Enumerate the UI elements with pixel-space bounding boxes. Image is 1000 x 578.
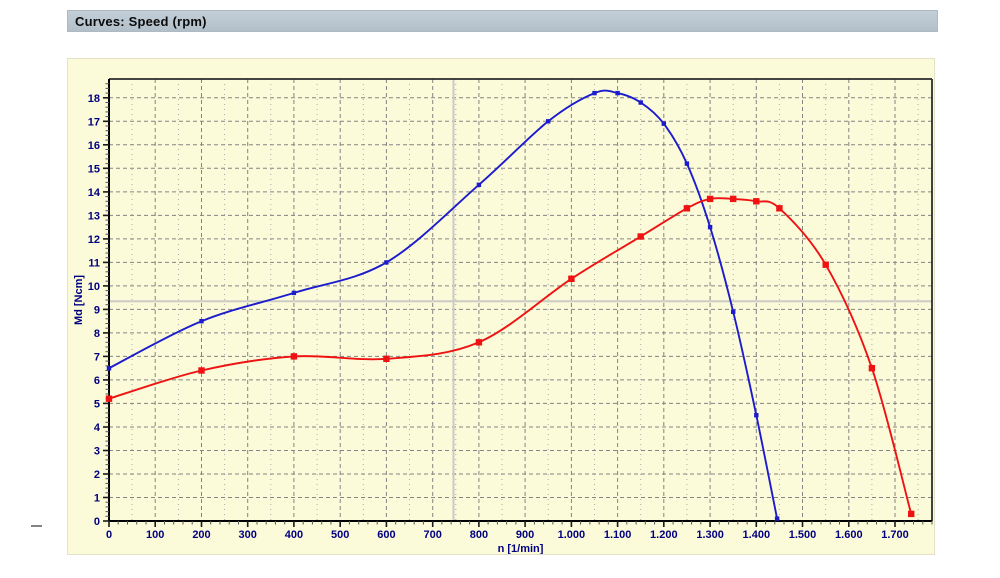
curve-blue-marker xyxy=(291,290,297,296)
curve-red-marker xyxy=(290,353,298,360)
curve-blue-marker xyxy=(684,161,690,166)
x-tick-label: 700 xyxy=(424,529,442,541)
curve-red-marker xyxy=(822,261,829,268)
curve-red-marker xyxy=(868,365,876,372)
curve-red-marker xyxy=(568,275,575,282)
curve-blue-path xyxy=(108,89,779,520)
x-tick-label: 800 xyxy=(470,529,488,541)
x-tick-label: 1.200 xyxy=(650,529,678,541)
window-title: Curves: Speed (rpm) xyxy=(75,13,207,29)
y-tick-label: 11 xyxy=(88,257,100,269)
x-tick-label: 1.000 xyxy=(558,529,586,541)
curve-blue-marker xyxy=(731,309,736,314)
y-tick-label: 17 xyxy=(88,116,100,128)
curve-red-marker xyxy=(105,395,113,402)
x-tick-label: 1.600 xyxy=(835,529,863,541)
curve-red-marker xyxy=(383,355,390,362)
x-tick-label: 900 xyxy=(516,529,534,541)
y-tick-label: 8 xyxy=(94,328,100,340)
y-tick-label: 1 xyxy=(94,493,100,505)
x-tick-label: 1.100 xyxy=(604,529,632,541)
x-tick-label: 300 xyxy=(239,529,257,541)
x-tick-label: 100 xyxy=(146,529,164,541)
y-tick-label: 15 xyxy=(88,163,100,175)
curve-blue-marker xyxy=(384,260,389,265)
y-tick-label: 14 xyxy=(88,187,101,199)
y-tick-label: 10 xyxy=(88,281,100,293)
curve-red-marker xyxy=(637,233,644,240)
curve-blue-marker xyxy=(592,90,597,96)
curve-blue-marker xyxy=(707,224,713,230)
curve-red-marker xyxy=(730,195,737,203)
curve-blue-marker xyxy=(774,516,780,521)
curve-blue-marker xyxy=(638,100,643,105)
x-tick-label: 200 xyxy=(192,529,210,541)
y-tick-label: 3 xyxy=(94,446,100,458)
x-tick-label: 600 xyxy=(377,529,395,541)
curve-blue-marker xyxy=(106,366,112,371)
x-tick-label: 0 xyxy=(106,529,112,541)
curve-blue-marker xyxy=(615,90,620,96)
y-tick-label: 18 xyxy=(88,93,100,105)
curve-red-marker xyxy=(475,339,483,346)
chart-plot-area[interactable]: 0 100 200 300 400 500 600 700 800 900 1.000 1.100 1.… xyxy=(68,59,934,554)
y-tick-label: 7 xyxy=(94,351,100,363)
curve-blue-marker xyxy=(476,182,482,187)
curve-blue-marker xyxy=(661,121,666,126)
y-tick-label: 12 xyxy=(88,234,100,246)
y-tick-label: 0 xyxy=(94,516,100,528)
x-tick-label: 1.500 xyxy=(789,529,817,541)
x-axis-title: n [1/min] xyxy=(498,543,544,554)
curve-blue-marker xyxy=(546,119,551,124)
curve-red-marker xyxy=(683,205,691,212)
margin-dash xyxy=(31,525,42,527)
y-tick-label: 6 xyxy=(94,375,100,387)
y-tick-label: 9 xyxy=(94,304,100,316)
y-tick-label: 4 xyxy=(94,422,101,434)
x-tick-label: 400 xyxy=(285,529,303,541)
window-title-bar: Curves: Speed (rpm) xyxy=(67,10,938,32)
y-tick-label: 13 xyxy=(88,210,100,222)
curve-red-marker xyxy=(198,367,205,374)
x-tick-label: 1.700 xyxy=(881,529,909,541)
curve-blue-marker xyxy=(754,413,759,418)
x-tick-label: 500 xyxy=(331,529,349,541)
y-tick-label: 16 xyxy=(88,140,100,152)
chart-panel: 0 100 200 300 400 500 600 700 800 900 1.000 1.100 1.… xyxy=(67,58,935,555)
curve-red-marker xyxy=(753,198,760,205)
x-tick-label: 1.400 xyxy=(743,529,771,541)
y-axis-title: Md [Ncm] xyxy=(73,275,85,325)
curve-red-marker xyxy=(706,195,714,203)
curve-blue-marker xyxy=(199,319,204,324)
x-tick-label: 1.300 xyxy=(696,529,724,541)
y-tick-label: 5 xyxy=(94,398,100,410)
y-tick-label: 2 xyxy=(94,469,100,481)
curve-red-marker xyxy=(776,205,783,212)
curve-red-marker xyxy=(908,510,915,518)
